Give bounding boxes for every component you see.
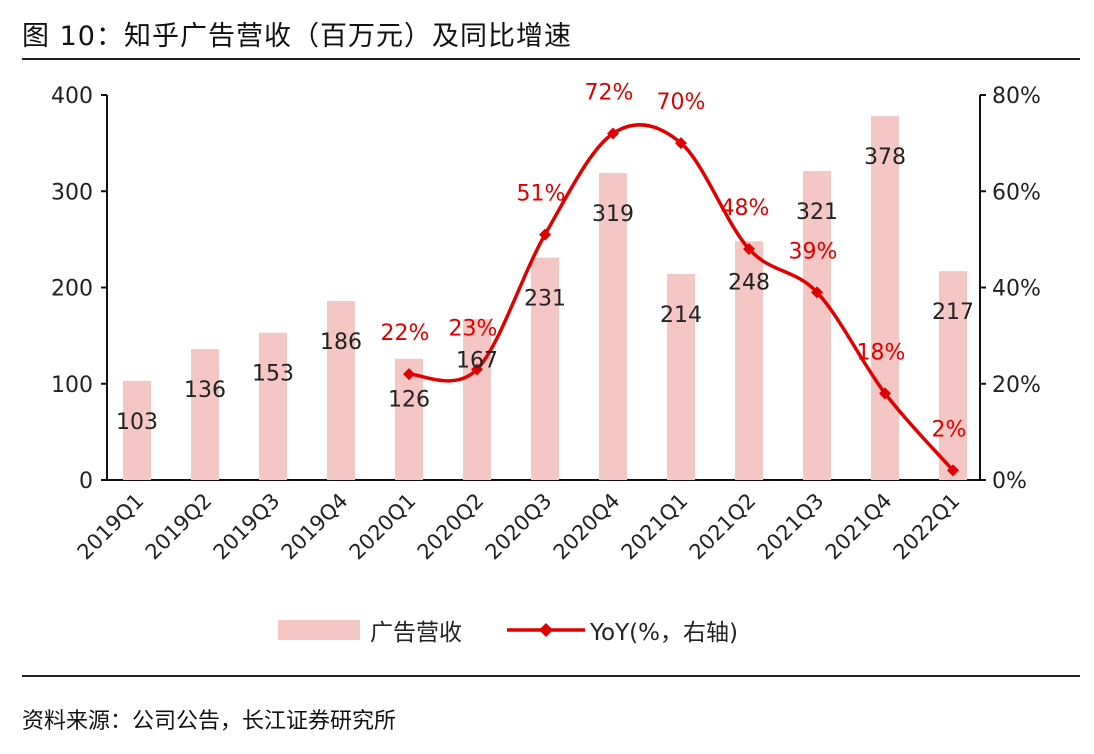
x-tick-label: 2022Q1	[889, 489, 965, 565]
x-tick-label: 2020Q3	[481, 489, 557, 565]
yoy-marker-2021Q2	[743, 243, 755, 255]
left-tick-label: 400	[51, 84, 93, 109]
left-tick-label: 100	[51, 373, 93, 398]
top-rule	[22, 58, 1080, 60]
bar-2020Q3	[531, 257, 559, 480]
bar-2021Q2	[735, 241, 763, 480]
legend-bar-swatch	[278, 620, 360, 640]
yoy-marker-2022Q1	[947, 464, 959, 477]
bar-value-label: 231	[524, 287, 566, 312]
legend-bar-label: 广告营收	[370, 620, 462, 646]
x-tick-label: 2019Q3	[209, 489, 285, 565]
bar-value-label: 217	[932, 300, 974, 325]
yoy-marker-2020Q3	[539, 228, 551, 241]
yoy-value-label: 18%	[857, 340, 906, 365]
yoy-value-label: 70%	[657, 90, 706, 115]
x-tick-label: 2019Q1	[73, 489, 149, 565]
right-tick-label: 40%	[992, 277, 1041, 302]
x-tick-label: 2021Q3	[753, 489, 829, 565]
bar-value-label: 103	[116, 410, 158, 435]
right-tick-label: 0%	[992, 469, 1027, 494]
bar-2020Q4	[599, 172, 627, 480]
yoy-marker-2021Q4	[879, 387, 891, 400]
yoy-value-label: 23%	[449, 316, 498, 341]
bar-value-label: 126	[388, 388, 430, 413]
x-tick-label: 2019Q2	[141, 489, 217, 565]
yoy-value-label: 51%	[517, 182, 566, 207]
chart: 01002003004000%20%40%60%80%2019Q12019Q22…	[51, 81, 1041, 647]
x-tick-label: 2019Q4	[277, 489, 353, 565]
x-tick-label: 2020Q2	[413, 489, 489, 565]
yoy-value-label: 72%	[585, 81, 634, 106]
bar-value-label: 319	[592, 202, 634, 227]
bar-value-label: 248	[728, 270, 770, 295]
source-note: 资料来源：公司公告，长江证券研究所	[22, 709, 397, 734]
yoy-value-label: 39%	[789, 239, 838, 264]
yoy-marker-2020Q4	[607, 127, 619, 140]
right-tick-label: 20%	[992, 373, 1041, 398]
legend-line-label: YoY(%，右轴)	[589, 620, 738, 646]
x-tick-label: 2021Q4	[821, 489, 897, 565]
yoy-marker-2021Q3	[811, 286, 823, 299]
x-tick-label: 2021Q2	[685, 489, 761, 565]
bar-2019Q3	[259, 332, 287, 480]
x-tick-label: 2021Q1	[617, 489, 693, 565]
yoy-value-label: 22%	[381, 321, 430, 346]
yoy-value-label: 48%	[721, 196, 770, 221]
bottom-rule	[22, 675, 1080, 677]
bar-2021Q4	[871, 116, 899, 481]
bar-2022Q1	[939, 271, 967, 480]
bar-value-label: 153	[252, 362, 294, 387]
left-tick-label: 200	[51, 277, 93, 302]
legend-line-marker	[539, 623, 553, 637]
bar-2021Q3	[803, 171, 831, 480]
right-tick-label: 80%	[992, 84, 1041, 109]
bar-value-label: 167	[456, 348, 498, 373]
yoy-marker-2021Q1	[675, 137, 687, 150]
yoy-value-label: 2%	[932, 417, 967, 442]
bar-2019Q2	[191, 349, 219, 480]
bar-2019Q4	[327, 300, 355, 480]
x-tick-label: 2020Q1	[345, 489, 421, 565]
bar-2020Q2	[463, 319, 491, 480]
bar-value-label: 186	[320, 330, 362, 355]
left-tick-label: 300	[51, 180, 93, 205]
left-tick-label: 0	[79, 469, 93, 494]
bar-2021Q1	[667, 274, 695, 480]
bar-value-label: 321	[796, 200, 838, 225]
bar-value-label: 214	[660, 303, 702, 328]
right-tick-label: 60%	[992, 180, 1041, 205]
yoy-marker-2020Q2	[471, 363, 483, 376]
bar-value-label: 136	[184, 378, 226, 403]
x-tick-label: 2020Q4	[549, 489, 625, 565]
bar-2019Q1	[123, 380, 151, 480]
bar-value-label: 378	[864, 145, 906, 170]
yoy-marker-2020Q1	[403, 368, 415, 381]
chart-title: 图 10：知乎广告营收（百万元）及同比增速	[22, 21, 572, 52]
